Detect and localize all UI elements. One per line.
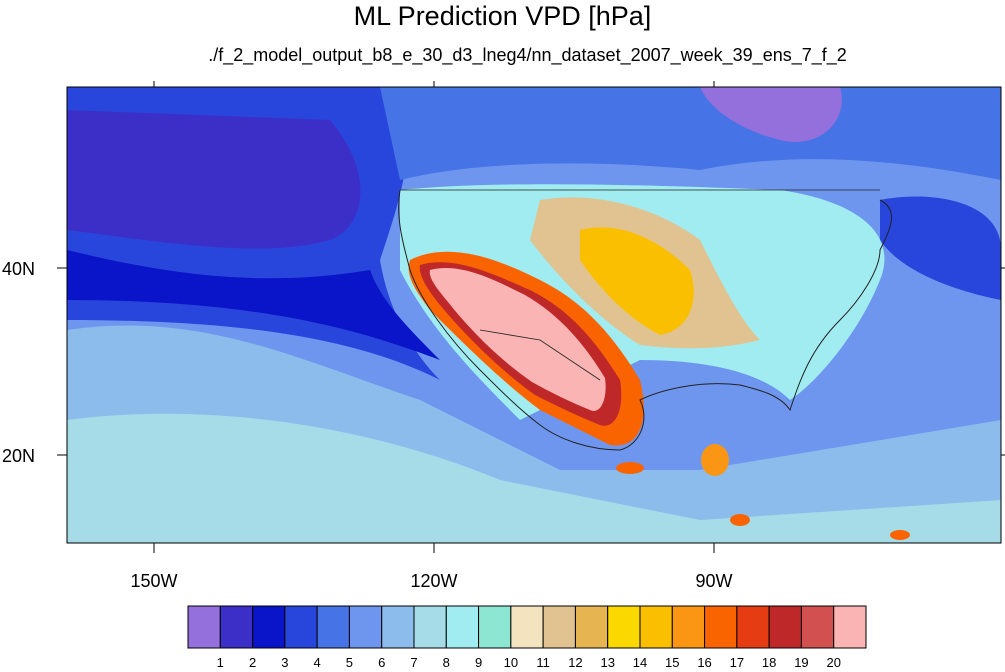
colorbar-label: 4 xyxy=(313,655,321,670)
field-canada xyxy=(380,87,1001,180)
field-mexico-south xyxy=(616,462,644,474)
colorbar-label: 7 xyxy=(410,655,418,670)
lon-label-90w: 90W xyxy=(695,571,733,591)
field-central-america xyxy=(730,514,750,526)
border-mexico xyxy=(479,329,601,381)
colorbar-swatch xyxy=(833,605,867,649)
colorbar-label: 17 xyxy=(729,655,745,670)
field-hudson xyxy=(700,87,842,142)
colorbar-swatch xyxy=(800,605,835,649)
field-pacific-lowest xyxy=(67,110,361,249)
field-southwest-max xyxy=(429,268,606,411)
colorbar-label: 13 xyxy=(600,655,615,670)
lat-label-40n: 40N xyxy=(2,259,36,279)
lat-label-20n: 20N xyxy=(2,446,36,466)
colorbar-swatch xyxy=(316,605,350,649)
colorbar-label: 5 xyxy=(345,655,354,670)
colorbar-swatch xyxy=(381,605,415,649)
field-venezuela xyxy=(890,530,910,540)
colorbar-swatch xyxy=(768,605,802,649)
colorbar-swatch xyxy=(736,605,770,649)
colorbar-swatch xyxy=(348,605,383,649)
colorbar-label: 1 xyxy=(216,655,224,670)
lon-label-150w: 150W xyxy=(130,571,178,591)
plot-frame xyxy=(66,86,1002,544)
colorbar-label: 3 xyxy=(281,655,289,670)
colorbar-swatch xyxy=(478,605,512,649)
colorbar-swatch xyxy=(704,605,738,649)
colorbar-swatch xyxy=(607,605,641,649)
colorbar-swatch xyxy=(284,605,318,649)
colorbar-label: 6 xyxy=(378,655,386,670)
colorbar-swatch xyxy=(510,605,544,649)
colorbar-label: 20 xyxy=(826,655,841,670)
colorbar-label: 8 xyxy=(442,655,450,670)
field-pacific-band xyxy=(67,250,440,360)
field-plains-hot xyxy=(580,227,694,335)
field-atlantic-low xyxy=(880,196,1001,300)
colorbar-label: 12 xyxy=(568,655,583,670)
field-yucatan xyxy=(701,444,729,476)
colorbar-swatch xyxy=(445,605,480,649)
colorbar-swatch xyxy=(413,605,447,649)
lon-label-120w: 120W xyxy=(410,571,458,591)
axis-ticks xyxy=(57,81,1005,553)
colorbar-label: 15 xyxy=(665,655,680,670)
field-tropics xyxy=(67,413,1001,543)
map-title: ML Prediction VPD [hPa] xyxy=(353,1,652,31)
colorbar-label: 14 xyxy=(632,655,648,670)
colorbar xyxy=(187,605,867,649)
colorbar-swatch xyxy=(187,605,221,649)
colorbar-label: 16 xyxy=(697,655,712,670)
coastline xyxy=(398,189,893,451)
colorbar-label: 10 xyxy=(503,655,519,670)
map-subtitle: ./f_2_model_output_b8_e_30_d3_lneg4/nn_d… xyxy=(208,45,847,65)
vpd-field xyxy=(67,87,1001,543)
colorbar-swatch xyxy=(639,605,673,649)
colorbar-label: 2 xyxy=(248,655,257,670)
colorbar-label: 18 xyxy=(761,655,777,670)
colorbar-swatch xyxy=(574,605,609,649)
colorbar-label: 9 xyxy=(474,655,483,670)
colorbar-swatch xyxy=(542,605,576,649)
colorbar-label: 19 xyxy=(794,655,809,670)
colorbar-swatch xyxy=(219,605,254,649)
colorbar-swatch xyxy=(252,605,286,649)
colorbar-label: 11 xyxy=(536,655,550,670)
colorbar-swatch xyxy=(671,605,706,649)
